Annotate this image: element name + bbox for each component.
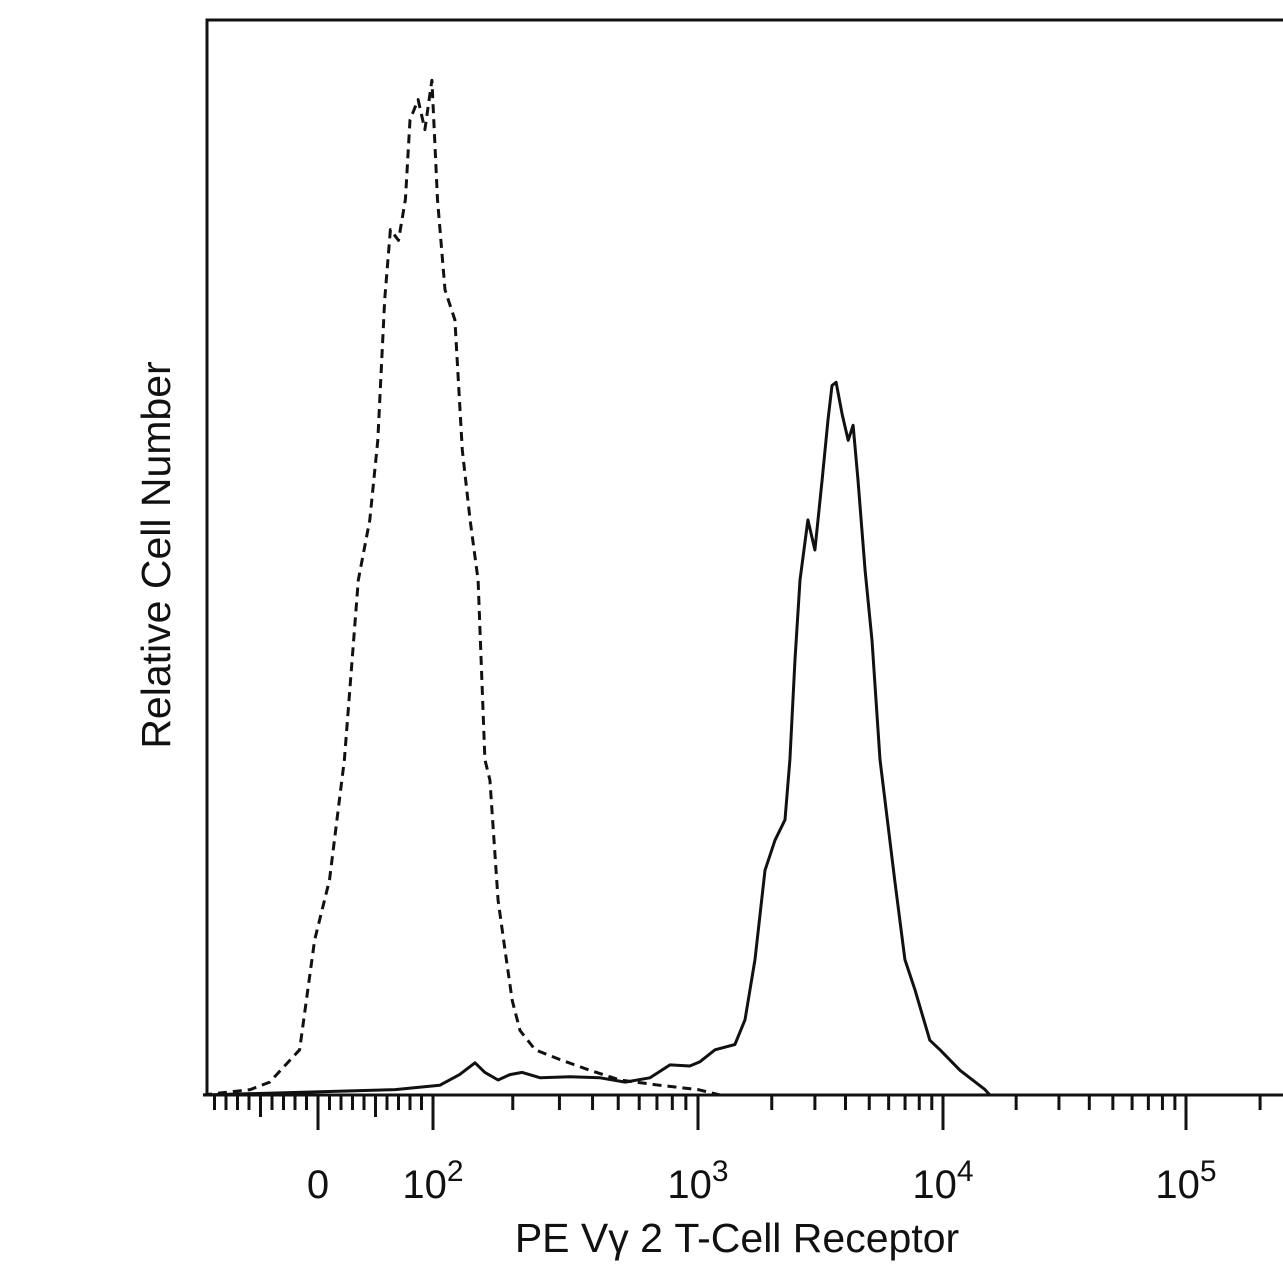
x-tick-label: 105	[1155, 1155, 1216, 1207]
series-line-stained	[202, 380, 1283, 1097]
x-tick-label: 104	[912, 1155, 973, 1207]
series-line-control	[202, 78, 1283, 1097]
x-tick-label: 0	[307, 1163, 329, 1207]
x-axis-label: PE Vγ 2 T-Cell Receptor	[515, 1215, 959, 1261]
x-axis-tick-labels: 0 102 103 104 105	[307, 1155, 1217, 1207]
series-group	[202, 78, 1283, 1097]
x-tick-label: 102	[402, 1155, 463, 1207]
y-axis-label: Relative Cell Number	[133, 361, 179, 748]
x-tick-label: 103	[667, 1155, 728, 1207]
plot-frame	[205, 18, 1283, 1097]
x-axis-ticks	[213, 1095, 1262, 1130]
